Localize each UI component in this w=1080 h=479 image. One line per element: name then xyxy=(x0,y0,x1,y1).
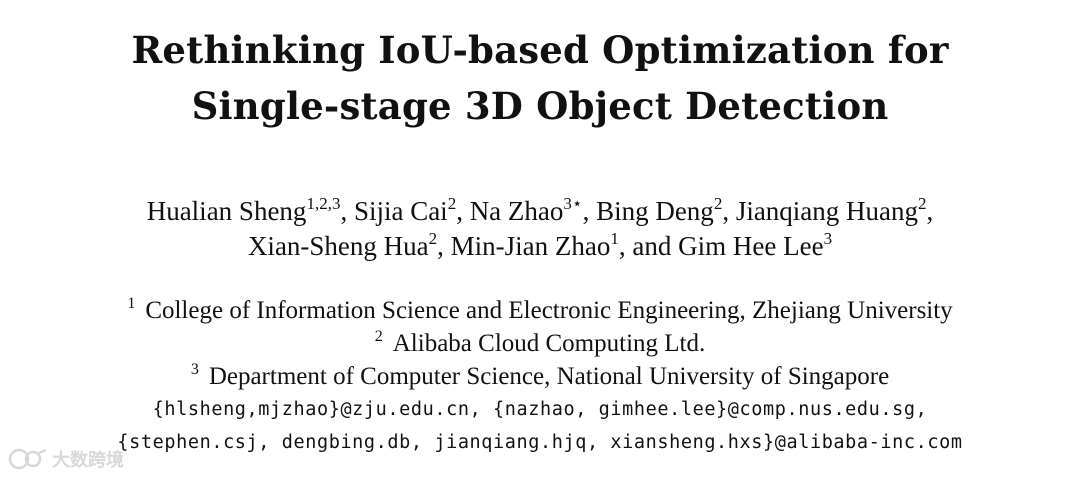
author-name: Xian-Sheng Hua xyxy=(247,231,429,261)
author-name: Na Zhao xyxy=(469,196,564,226)
author-name: Bing Deng xyxy=(596,196,714,226)
author-separator: , and xyxy=(618,231,679,261)
paper-title: Rethinking IoU-based Optimization for Si… xyxy=(0,22,1080,134)
author-affil-mark: 2 xyxy=(428,229,438,248)
watermark-text: 大数跨境 xyxy=(52,450,124,471)
author-separator: , xyxy=(456,196,470,226)
title-line-1: Rethinking IoU-based Optimization for xyxy=(131,28,949,72)
affiliation-text: Department of Computer Science, National… xyxy=(208,363,890,390)
author-affil-mark: 2 xyxy=(447,194,457,213)
author-affil-mark: 3⋆ xyxy=(563,194,583,213)
author-line-2: Xian-Sheng Hua2, Min-Jian Zhao1, and Gim… xyxy=(0,229,1080,264)
title-line-2: Single-stage 3D Object Detection xyxy=(191,84,889,128)
email-line-2: {stephen.csj, dengbing.db, jianqiang.hjq… xyxy=(117,432,963,453)
author-separator: , xyxy=(582,196,597,226)
author-name: Jianqiang Huang xyxy=(735,196,919,226)
author-affil-mark: 3 xyxy=(823,229,833,248)
author-affil-mark: 1,2,3 xyxy=(306,194,341,213)
affiliation-3: 3 Department of Computer Science, Nationa… xyxy=(0,360,1080,393)
affiliation-number: 1 xyxy=(127,295,136,312)
author-list: Hualian Sheng1,2,3, Sijia Cai2, Na Zhao3… xyxy=(0,194,1080,264)
author-affil-mark: 2 xyxy=(713,194,723,213)
author-separator: , xyxy=(926,196,934,226)
author-name: Hualian Sheng xyxy=(146,196,307,226)
author-separator: , xyxy=(722,196,736,226)
author-affil-mark: 1 xyxy=(610,229,619,248)
affiliation-text: Alibaba Cloud Computing Ltd. xyxy=(392,330,706,357)
affiliation-number: 2 xyxy=(374,328,383,345)
affiliation-2: 2 Alibaba Cloud Computing Ltd. xyxy=(0,327,1080,360)
email-line-1: {hlsheng,mjzhao}@zju.edu.cn, {nazhao, gi… xyxy=(152,399,928,420)
watermark-logo-icon xyxy=(8,447,48,471)
affiliation-text: College of Information Science and Elect… xyxy=(145,297,953,324)
affiliation-list: 1 College of Information Science and Elec… xyxy=(0,294,1080,393)
author-name: Min-Jian Zhao xyxy=(450,231,611,261)
author-name: Sijia Cai xyxy=(353,196,448,226)
author-separator: , xyxy=(340,196,354,226)
author-affil-mark: 2 xyxy=(918,194,927,213)
author-line-1: Hualian Sheng1,2,3, Sijia Cai2, Na Zhao3… xyxy=(0,194,1080,229)
email-list: {hlsheng,mjzhao}@zju.edu.cn, {nazhao, gi… xyxy=(0,393,1080,459)
affiliation-number: 3 xyxy=(190,361,199,378)
affiliation-1: 1 College of Information Science and Elec… xyxy=(0,294,1080,327)
watermark: 大数跨境 xyxy=(8,444,124,474)
author-separator: , xyxy=(437,231,451,261)
author-name: Gim Hee Lee xyxy=(678,231,824,261)
